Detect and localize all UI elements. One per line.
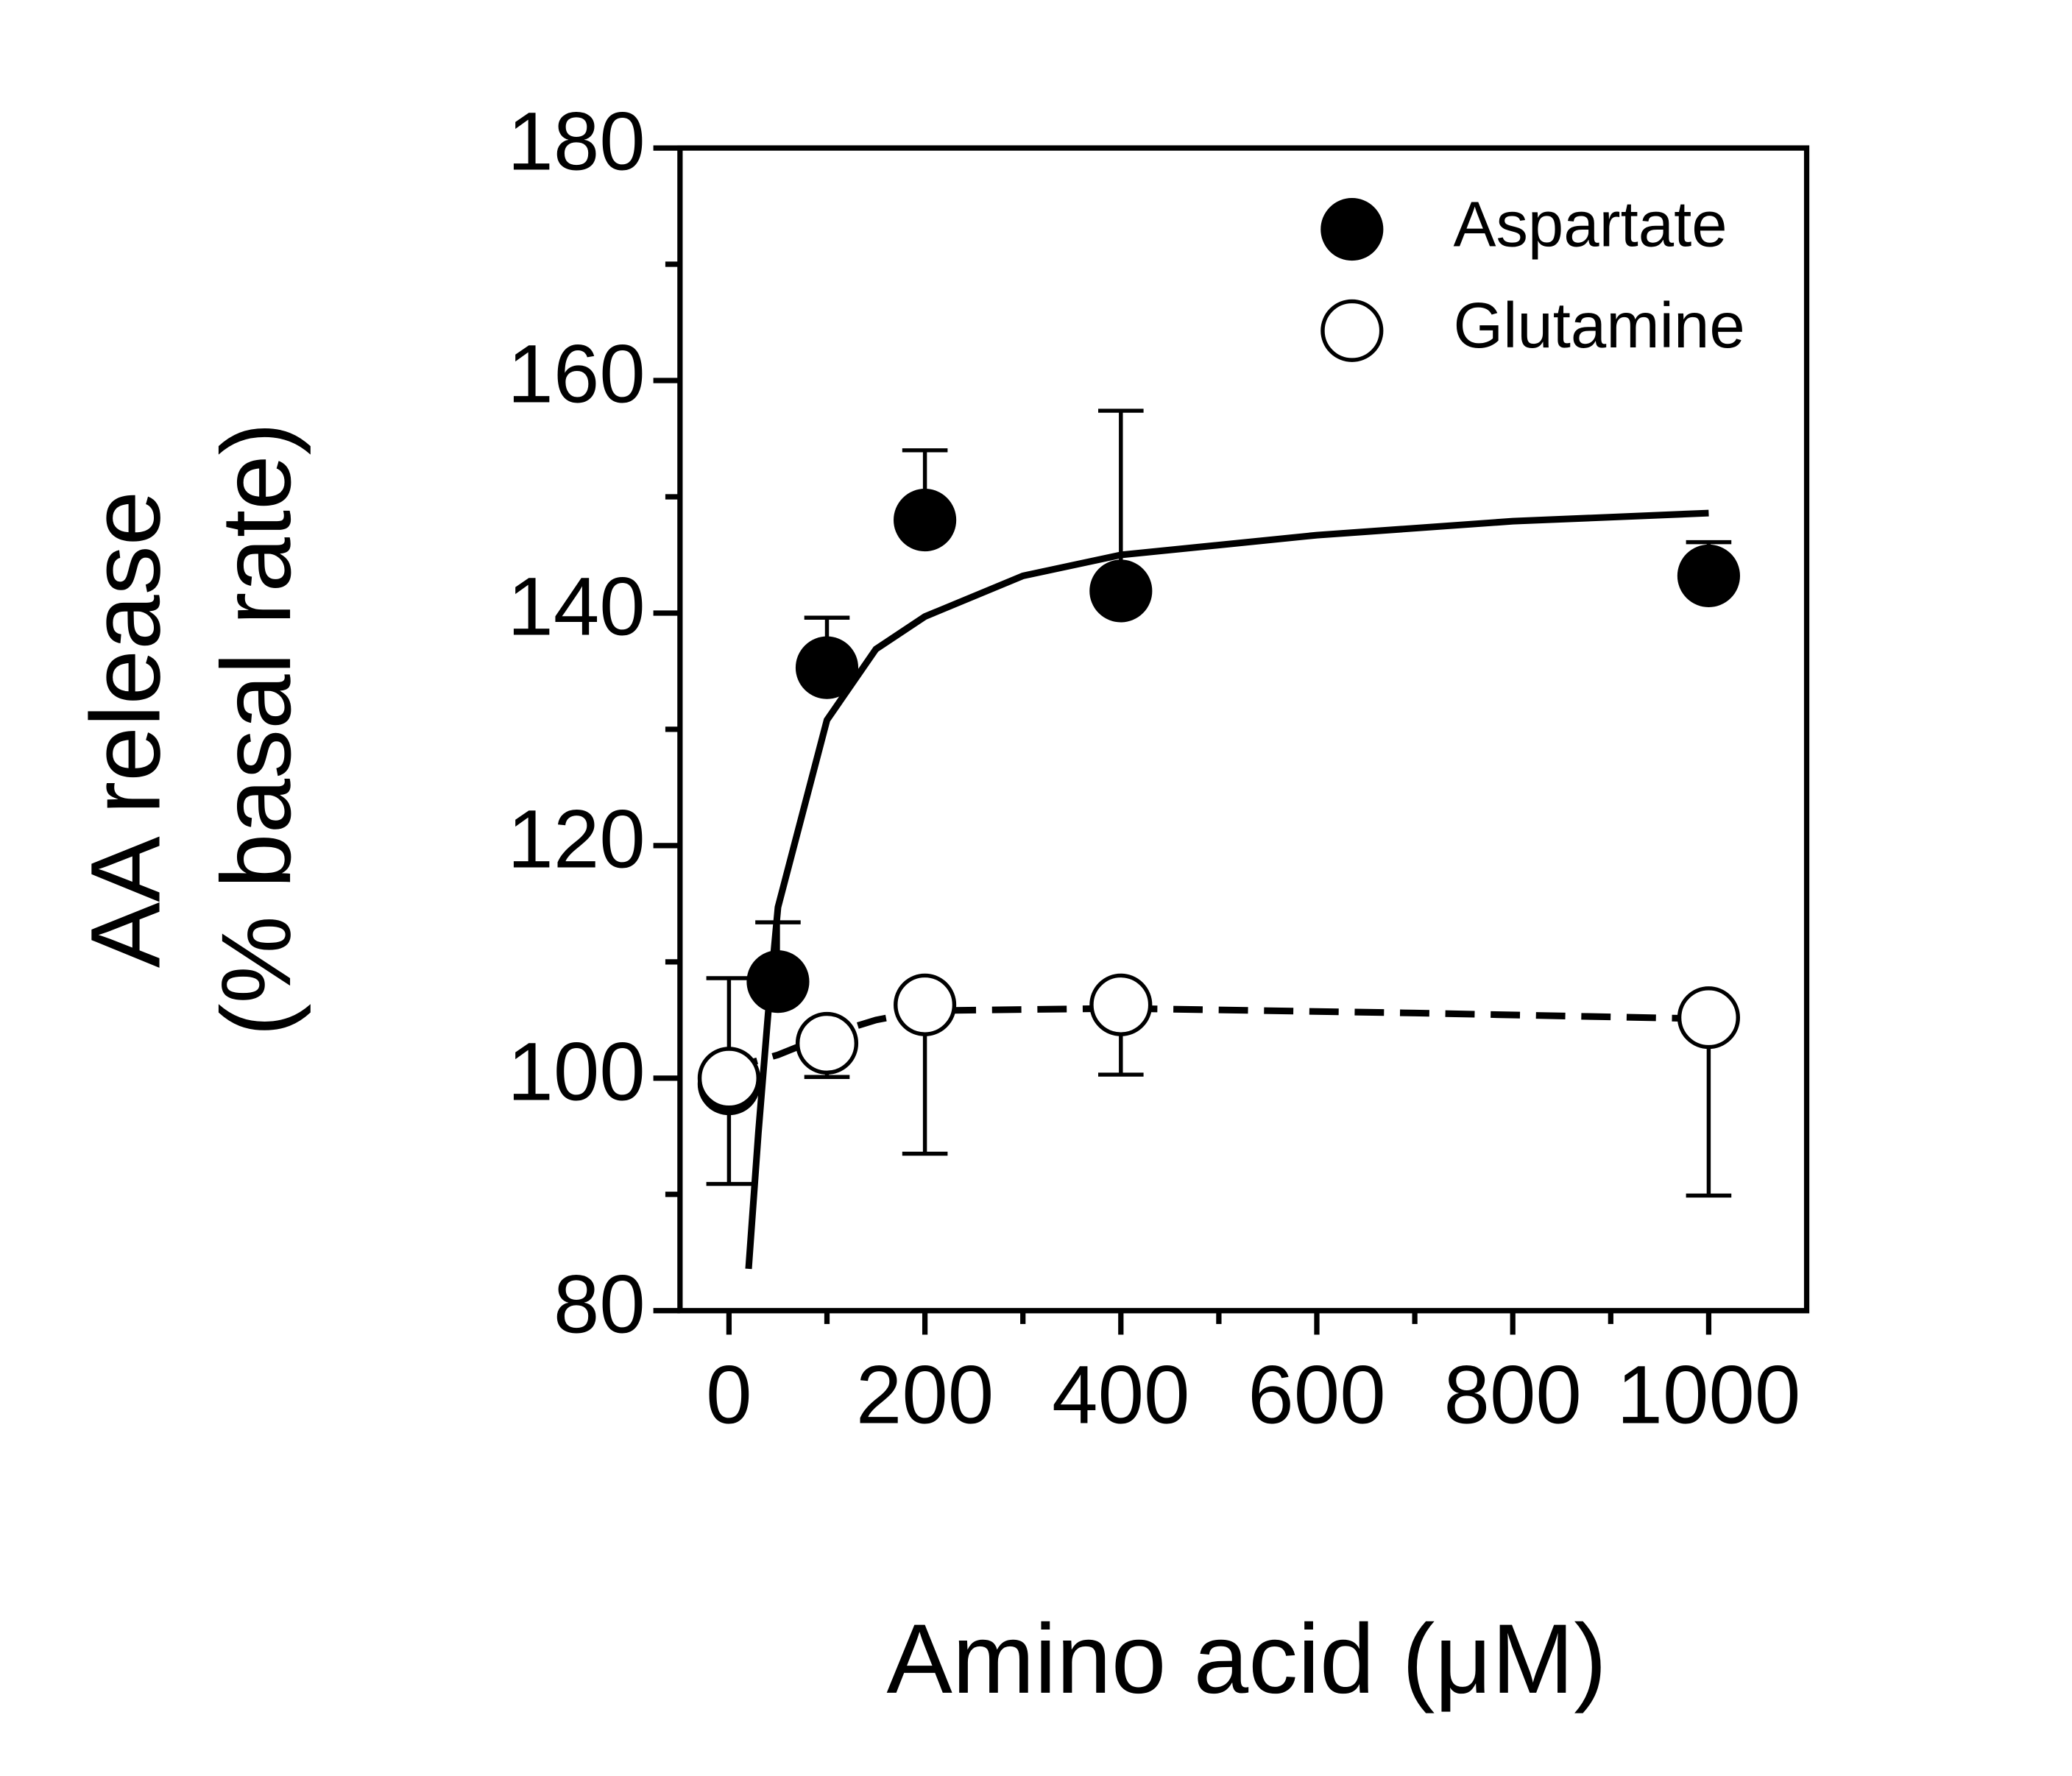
y-tick-label: 100 xyxy=(507,1025,645,1117)
y-tick-label: 160 xyxy=(507,328,645,420)
y-tick-label: 140 xyxy=(507,560,645,653)
fit-line xyxy=(745,509,1709,1270)
x-axis-title: Amino acid (μM) xyxy=(886,1605,1607,1714)
x-tick-label: 800 xyxy=(1444,1348,1582,1441)
marker xyxy=(1089,559,1153,623)
legend-marker xyxy=(1320,299,1384,362)
marker xyxy=(894,489,957,552)
marker xyxy=(894,973,957,1036)
marker xyxy=(697,1047,760,1110)
marker xyxy=(795,636,859,699)
marker xyxy=(1089,973,1153,1036)
x-tick-label: 600 xyxy=(1248,1348,1385,1441)
legend-marker xyxy=(1320,198,1384,261)
y-tick-label: 120 xyxy=(507,793,645,885)
marker xyxy=(795,1011,859,1075)
x-tick-label: 1000 xyxy=(1617,1348,1801,1441)
marker xyxy=(746,950,810,1013)
x-tick-label: 200 xyxy=(856,1348,994,1441)
marker xyxy=(1677,986,1740,1050)
y-tick-label: 80 xyxy=(554,1257,646,1350)
y-axis-title: AA release xyxy=(71,491,181,968)
y-axis-title: (% basal rate) xyxy=(202,422,311,1036)
legend-label: Glutamine xyxy=(1453,290,1744,361)
marker xyxy=(1677,544,1740,607)
legend-label: Aspartate xyxy=(1453,189,1727,261)
x-tick-label: 400 xyxy=(1052,1348,1189,1441)
x-tick-label: 0 xyxy=(706,1348,752,1441)
y-tick-label: 180 xyxy=(507,95,645,188)
fit-line xyxy=(728,1005,1709,1072)
